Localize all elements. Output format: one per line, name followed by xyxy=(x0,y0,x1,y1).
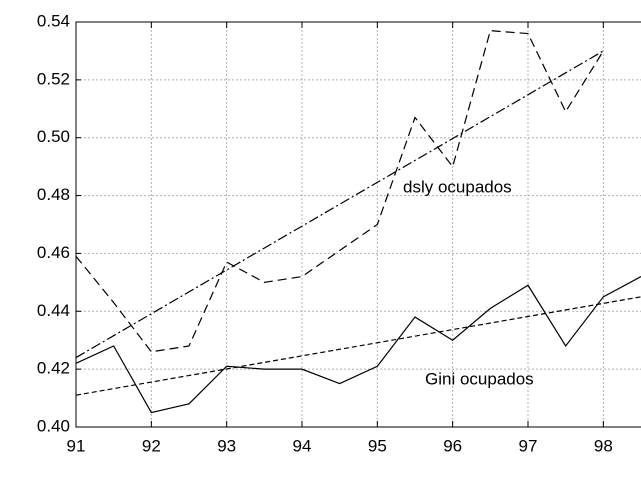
x-tick-label: 93 xyxy=(217,436,236,455)
y-tick-label: 0.52 xyxy=(37,69,70,88)
plot-frame xyxy=(75,21,641,428)
x-tick-label: 92 xyxy=(142,436,161,455)
series-line xyxy=(75,276,641,414)
y-tick-label: 0.46 xyxy=(37,243,70,262)
x-tick-label: 96 xyxy=(443,436,462,455)
y-tick-label: 0.54 xyxy=(37,11,70,30)
x-tick-label: 91 xyxy=(67,436,86,455)
y-tick-label: 0.44 xyxy=(37,301,70,320)
y-tick-label: 0.50 xyxy=(37,127,70,146)
x-tick-label: 95 xyxy=(368,436,387,455)
x-tick-label: 97 xyxy=(519,436,538,455)
series-label: Gini ocupados xyxy=(425,369,534,388)
x-tick-label: 94 xyxy=(293,436,312,455)
y-tick-label: 0.42 xyxy=(37,359,70,378)
series-line xyxy=(75,50,604,359)
series-label: dsly ocupados xyxy=(403,177,512,196)
y-tick-label: 0.48 xyxy=(37,185,70,204)
series-line xyxy=(75,30,604,353)
y-tick-label: 0.40 xyxy=(37,416,70,435)
x-tick-label: 98 xyxy=(594,436,613,455)
